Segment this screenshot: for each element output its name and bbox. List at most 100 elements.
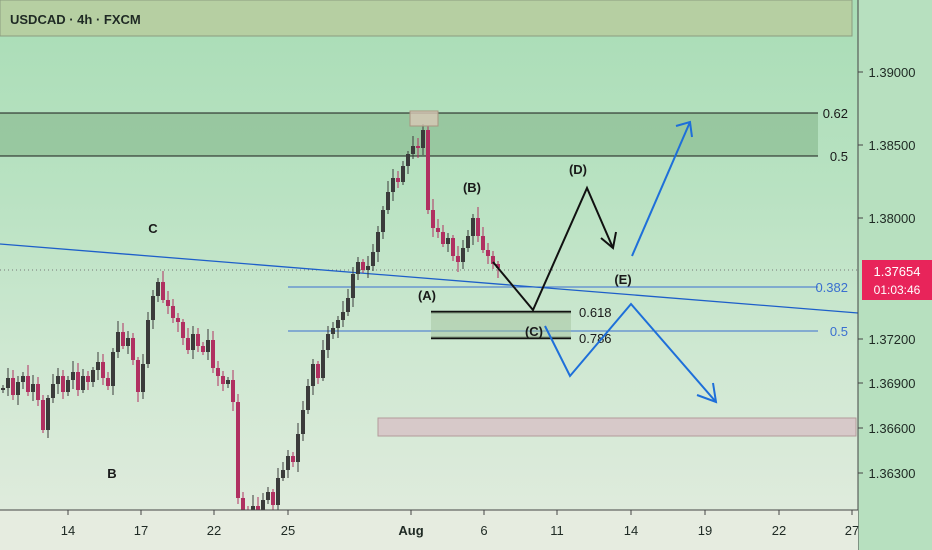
time-tick-label: 6	[480, 523, 487, 538]
candle-body	[306, 386, 310, 410]
candle-body	[206, 340, 210, 352]
candle-body	[471, 218, 475, 236]
supply-zone	[0, 113, 818, 156]
candle-body	[6, 378, 10, 388]
candle-body	[286, 456, 290, 470]
candle-body	[406, 154, 410, 166]
candle-body	[386, 192, 390, 210]
time-tick-label: 11	[550, 523, 564, 538]
fib-label-0-786: 0.786	[579, 331, 612, 346]
candle-body	[81, 376, 85, 390]
candle-body	[226, 380, 230, 384]
candle-body	[141, 364, 145, 392]
projected-path-down-arrowhead	[696, 382, 718, 404]
candle-body	[131, 338, 135, 360]
candle-body	[241, 498, 245, 510]
wave-label-c: (C)	[525, 324, 543, 339]
candle-body	[176, 318, 180, 322]
trend-line	[0, 243, 859, 314]
candle-body	[21, 376, 25, 382]
candle-body	[196, 334, 200, 346]
candle-body	[221, 376, 225, 384]
candle-body	[356, 262, 360, 274]
candle-body	[476, 218, 480, 236]
candle-body	[276, 478, 280, 505]
candle-body	[161, 282, 165, 300]
projected-wave-black-arrowhead	[600, 231, 617, 250]
price-tick-label: 1.36600	[869, 421, 916, 436]
candle-body	[96, 362, 100, 370]
candle-body	[261, 500, 265, 510]
projected-path-down	[544, 302, 717, 403]
candle-body	[416, 146, 420, 148]
candle-body	[181, 322, 185, 338]
candle-body	[11, 378, 15, 395]
candle-body	[281, 470, 285, 478]
candle-body	[331, 328, 335, 334]
candle-body	[211, 340, 215, 368]
candle-body	[56, 376, 60, 384]
candle-body	[391, 178, 395, 192]
time-tick-label: 22	[207, 523, 221, 538]
wave-label-c: C	[148, 221, 158, 236]
candle-body	[136, 360, 140, 392]
candle-body	[441, 232, 445, 244]
chart-title: USDCAD · 4h · FXCM	[10, 12, 141, 27]
wave-label-a: (A)	[418, 288, 436, 303]
candle-body	[461, 248, 465, 262]
price-tick-label: 1.38500	[869, 138, 916, 153]
fib-label-0-618: 0.618	[579, 305, 612, 320]
price-tick-label: 1.36900	[869, 376, 916, 391]
price-tick-label: 1.39000	[869, 65, 916, 80]
candle-body	[266, 492, 270, 500]
level-label-0-5: 0.5	[830, 324, 848, 339]
candle-body	[106, 378, 110, 386]
level-label-0-62: 0.62	[823, 106, 848, 121]
candle-body	[326, 334, 330, 350]
candle-body	[111, 352, 115, 386]
price-tick-label: 1.36300	[869, 466, 916, 481]
candle-body	[496, 264, 500, 268]
last-price-value: 1.37654	[874, 264, 921, 279]
time-tick-label: 14	[624, 523, 638, 538]
candle-body	[351, 274, 355, 298]
candle-body	[171, 306, 175, 318]
candle-body	[36, 384, 40, 400]
projected-path-up	[631, 121, 691, 257]
wave-label-b: B	[107, 466, 116, 481]
candle-body	[321, 350, 325, 378]
candle-body	[361, 262, 365, 270]
price-tick-label: 1.37200	[869, 332, 916, 347]
candle-body	[466, 236, 470, 248]
candle-body	[371, 252, 375, 266]
last-price-countdown: 01:03:46	[874, 283, 921, 297]
candle-body	[256, 506, 260, 510]
candle-body	[46, 398, 50, 430]
time-tick-label: 27	[845, 523, 859, 538]
candle-body	[126, 338, 130, 346]
candle-body	[201, 346, 205, 352]
top-range-zone	[0, 0, 853, 37]
candle-body	[71, 372, 75, 380]
candle-body	[86, 376, 90, 382]
candle-body	[156, 282, 160, 296]
candle-body	[376, 232, 380, 252]
candle-body	[66, 380, 70, 392]
projected-wave-black	[492, 185, 614, 312]
candle-body	[366, 266, 370, 270]
candle-body	[16, 382, 20, 395]
candle-body	[336, 320, 340, 328]
wave-label-e: (E)	[614, 272, 631, 287]
candle-body	[401, 166, 405, 182]
candle-body	[301, 410, 305, 434]
candle-body	[396, 178, 400, 182]
candle-body	[311, 364, 315, 386]
candle-body	[426, 130, 430, 210]
candle-body	[381, 210, 385, 232]
fib-target-zone	[431, 312, 571, 338]
demand-zone	[377, 417, 857, 437]
candle-body	[346, 298, 350, 312]
candle-body	[486, 250, 490, 256]
candle-body	[411, 146, 415, 154]
